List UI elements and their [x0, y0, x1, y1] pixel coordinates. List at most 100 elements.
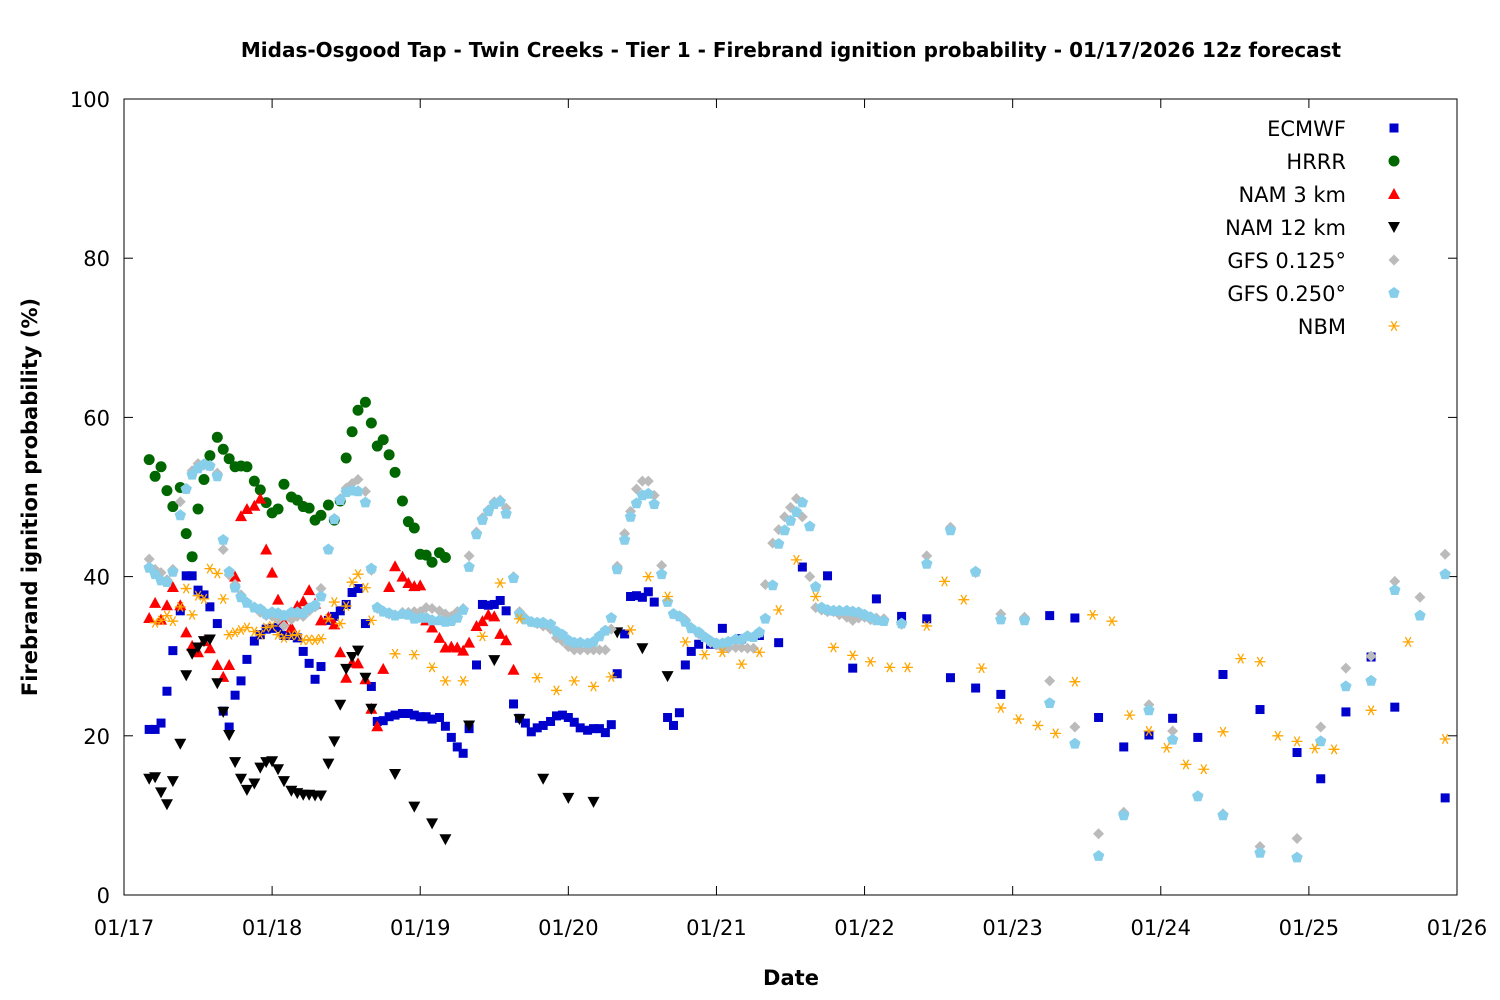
data-point — [1489, 526, 1500, 537]
y-tick-label: 20 — [83, 725, 110, 749]
data-point — [352, 404, 364, 416]
data-point — [477, 599, 487, 609]
data-point — [452, 742, 462, 752]
data-point — [537, 773, 550, 785]
data-point — [804, 571, 816, 583]
x-tick-label: 01/20 — [538, 916, 599, 940]
data-point — [396, 570, 409, 582]
data-point — [568, 675, 580, 686]
data-point — [229, 627, 241, 638]
data-point — [160, 799, 173, 811]
data-point — [297, 635, 309, 646]
legend-marker — [1388, 155, 1400, 167]
data-point — [488, 655, 501, 667]
data-point — [897, 611, 907, 621]
data-point — [494, 627, 507, 639]
data-point — [563, 712, 573, 722]
data-point — [458, 748, 468, 758]
data-point — [1198, 764, 1210, 775]
legend-marker — [1388, 320, 1400, 332]
data-point — [1291, 736, 1303, 747]
data-point — [204, 460, 216, 471]
data-point — [167, 616, 179, 627]
data-point — [267, 623, 277, 633]
data-point — [618, 534, 631, 545]
data-point — [254, 629, 266, 640]
data-point — [562, 792, 575, 804]
data-point — [583, 725, 593, 735]
data-point — [266, 566, 279, 578]
data-point — [1070, 613, 1080, 623]
data-point — [143, 611, 156, 623]
data-point — [204, 450, 216, 462]
data-point — [1217, 809, 1229, 821]
data-point — [352, 645, 365, 657]
data-point — [575, 723, 585, 733]
data-point — [223, 565, 235, 577]
data-point — [389, 769, 402, 781]
data-point — [1106, 616, 1118, 627]
data-point — [804, 520, 816, 532]
data-point — [223, 730, 236, 742]
data-point — [193, 585, 203, 595]
data-point — [378, 716, 388, 726]
data-point — [389, 560, 402, 572]
data-point — [513, 613, 525, 624]
data-point — [642, 571, 654, 582]
data-point — [921, 550, 933, 562]
data-point — [1143, 704, 1155, 716]
data-point — [150, 724, 160, 734]
data-point — [605, 612, 617, 623]
data-point — [211, 568, 223, 579]
data-point — [217, 443, 229, 455]
data-point — [605, 623, 617, 635]
data-point — [205, 602, 215, 612]
data-point — [995, 702, 1007, 714]
data-point — [1094, 712, 1104, 722]
data-point — [848, 663, 858, 673]
data-point — [144, 724, 154, 734]
series-nbm — [149, 554, 1451, 775]
data-point — [397, 709, 407, 719]
data-point — [939, 576, 951, 587]
data-point — [1167, 725, 1179, 737]
data-point — [198, 593, 210, 604]
data-point — [494, 577, 506, 589]
x-tick-label: 01/26 — [1427, 916, 1488, 940]
data-point — [544, 618, 557, 630]
data-point — [229, 570, 242, 582]
data-point — [500, 634, 513, 646]
data-point — [297, 595, 310, 607]
data-point — [396, 495, 408, 507]
data-point — [278, 478, 290, 490]
data-point — [162, 686, 172, 696]
data-point — [198, 473, 210, 485]
data-point — [716, 647, 728, 658]
data-point — [254, 492, 267, 504]
data-point — [352, 485, 364, 497]
data-point — [588, 681, 600, 692]
data-point — [1050, 728, 1062, 739]
data-point — [229, 581, 241, 593]
data-point — [1365, 674, 1377, 686]
data-point — [377, 662, 390, 674]
data-point — [174, 601, 186, 612]
data-point — [390, 710, 400, 720]
data-point — [314, 790, 327, 802]
data-point — [440, 721, 450, 731]
data-point — [569, 717, 579, 727]
data-point — [550, 685, 562, 696]
data-point — [314, 614, 327, 626]
data-point — [1309, 743, 1321, 754]
x-axis-ticks: 01/17 01/18 01/19 01/20 01/21 01/22 01/23 01/24… — [94, 99, 1488, 940]
data-point — [1463, 536, 1475, 547]
data-point — [612, 669, 622, 679]
data-point — [434, 712, 444, 722]
data-marks — [143, 396, 1500, 863]
data-point — [457, 604, 469, 615]
data-point — [426, 662, 438, 673]
data-point — [217, 534, 229, 545]
data-point — [1439, 568, 1451, 580]
data-point — [266, 620, 278, 632]
data-point — [668, 720, 678, 730]
